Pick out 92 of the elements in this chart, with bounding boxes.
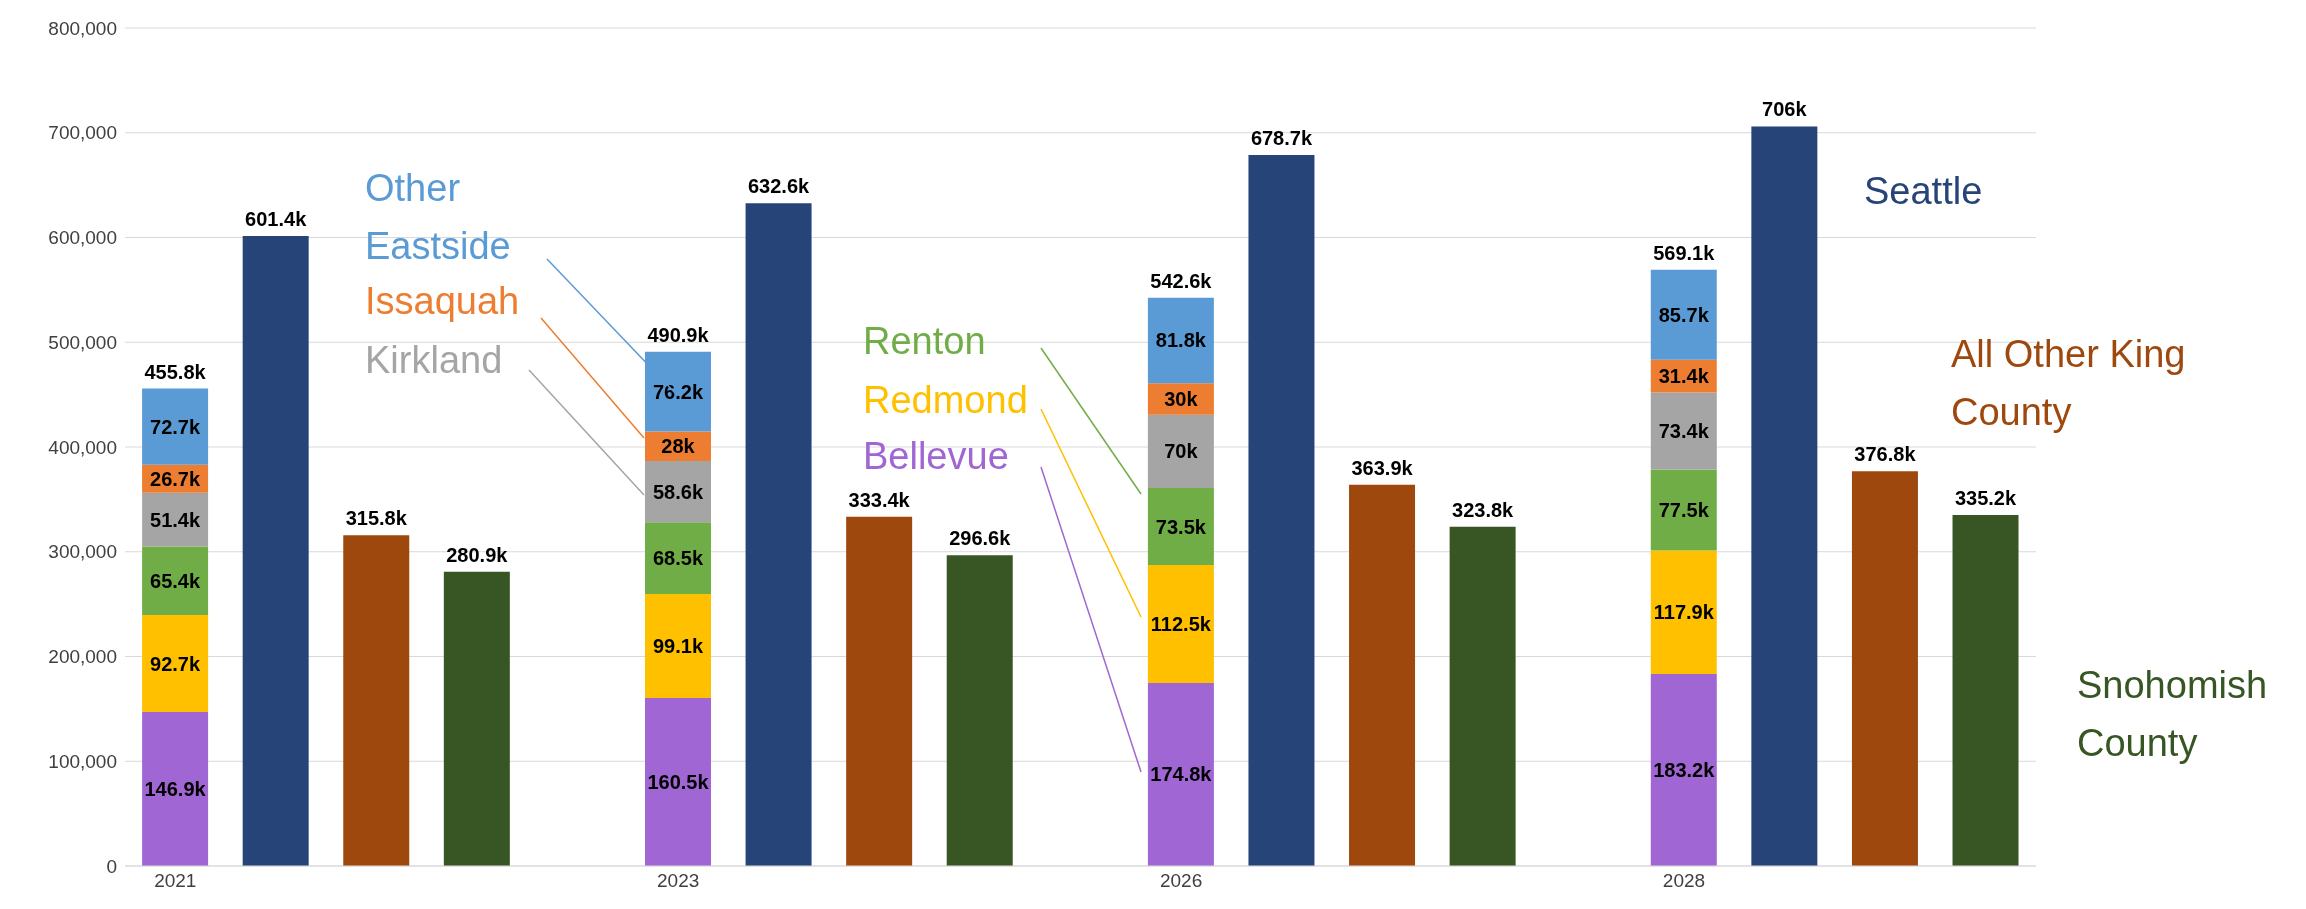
data-label: 323.8k xyxy=(1452,498,1515,521)
bar xyxy=(1449,526,1516,866)
bar xyxy=(343,535,410,866)
bar xyxy=(142,546,209,616)
data-label: 363.9k xyxy=(1351,456,1414,479)
data-label: 72.7k xyxy=(150,415,201,438)
x-tick-label: 2026 xyxy=(1159,870,1203,892)
data-label: 73.5k xyxy=(1155,515,1207,538)
data-label: 376.8k xyxy=(1854,443,1917,466)
bar xyxy=(1147,414,1214,489)
bar xyxy=(1147,488,1214,566)
text: Renton xyxy=(863,320,986,362)
bar xyxy=(1248,155,1315,866)
bar xyxy=(443,571,510,866)
total-label: 490.9k xyxy=(647,323,710,346)
data-label: 58.6k xyxy=(652,480,704,503)
x-tick-label: 2023 xyxy=(657,870,700,892)
data-label: 706k xyxy=(1762,98,1808,121)
series-label: Snohomish County xyxy=(2077,663,2269,766)
data-label: 70k xyxy=(1164,440,1199,463)
data-label: 296.6k xyxy=(949,527,1012,550)
bar xyxy=(644,594,711,698)
bar xyxy=(1650,550,1717,675)
bar xyxy=(745,203,812,866)
data-label: 160.5k xyxy=(647,770,710,793)
data-label: 333.4k xyxy=(848,488,911,511)
data-label: 99.1k xyxy=(652,634,704,657)
bar xyxy=(1952,514,2019,866)
bar xyxy=(1147,565,1214,683)
bar xyxy=(1349,484,1416,866)
data-label: 81.8k xyxy=(1155,329,1207,352)
data-label: 73.4k xyxy=(1658,419,1710,442)
total-label: 542.6k xyxy=(1150,269,1213,292)
bar xyxy=(142,712,209,866)
bar xyxy=(1147,682,1214,866)
data-label: 280.9k xyxy=(446,543,509,566)
x-tick-label: 2021 xyxy=(154,870,197,892)
bar xyxy=(242,236,309,866)
data-label: 678.7k xyxy=(1250,127,1313,150)
y-tick-label: 100,000 xyxy=(48,750,117,772)
data-label: 174.8k xyxy=(1150,763,1213,786)
text: Kirkland xyxy=(365,339,503,381)
y-tick-label: 500,000 xyxy=(48,331,117,353)
data-label: 68.5k xyxy=(652,547,704,570)
y-tick-label: 600,000 xyxy=(48,227,117,249)
data-label: 632.6k xyxy=(747,175,811,198)
data-label: 51.4k xyxy=(150,508,201,531)
y-tick-label: 200,000 xyxy=(48,646,117,668)
bar xyxy=(142,615,209,713)
data-label: 85.7k xyxy=(1658,303,1710,326)
data-label: 28k xyxy=(661,435,696,458)
data-label: 65.4k xyxy=(150,569,201,592)
data-label: 335.2k xyxy=(1954,486,2017,509)
bar xyxy=(1751,126,1818,866)
text: Redmond xyxy=(863,378,1029,423)
series-label: All Other King County xyxy=(1951,332,2187,435)
data-label: 146.9k xyxy=(144,778,207,801)
bar xyxy=(644,522,711,595)
bar xyxy=(846,516,913,866)
bar xyxy=(644,351,711,432)
bar xyxy=(644,697,711,866)
series-label: Seattle xyxy=(1864,169,1984,214)
data-label: 26.7k xyxy=(150,467,201,490)
data-label: 117.9k xyxy=(1653,601,1715,624)
y-tick-label: 400,000 xyxy=(48,436,117,458)
bar xyxy=(1147,297,1214,384)
total-label: 455.8k xyxy=(144,360,207,383)
total-label: 569.1k xyxy=(1653,241,1716,264)
data-label: 77.5k xyxy=(1658,499,1710,522)
data-label: 31.4k xyxy=(1658,365,1710,388)
bar xyxy=(1650,392,1717,470)
text: Issaquah xyxy=(365,280,520,322)
bar xyxy=(946,555,1013,866)
text: Other Eastside xyxy=(365,166,512,269)
bar xyxy=(1650,469,1717,551)
data-label: 92.7k xyxy=(150,652,201,675)
y-tick-label: 300,000 xyxy=(48,541,117,563)
data-label: 183.2k xyxy=(1653,759,1716,782)
bar xyxy=(142,388,209,465)
x-tick-label: 2028 xyxy=(1662,870,1706,892)
text: Bellevue xyxy=(863,434,1010,479)
bar xyxy=(1650,269,1717,360)
data-label: 112.5k xyxy=(1150,612,1212,635)
y-tick-label: 0 xyxy=(106,855,117,877)
data-label: 601.4k xyxy=(245,208,308,231)
data-label: 315.8k xyxy=(345,507,408,530)
y-tick-label: 800,000 xyxy=(48,17,117,39)
data-label: 30k xyxy=(1164,388,1199,411)
bar xyxy=(1851,471,1918,866)
y-tick-label: 700,000 xyxy=(48,122,117,144)
data-label: 76.2k xyxy=(652,380,704,403)
bar xyxy=(1650,674,1717,866)
